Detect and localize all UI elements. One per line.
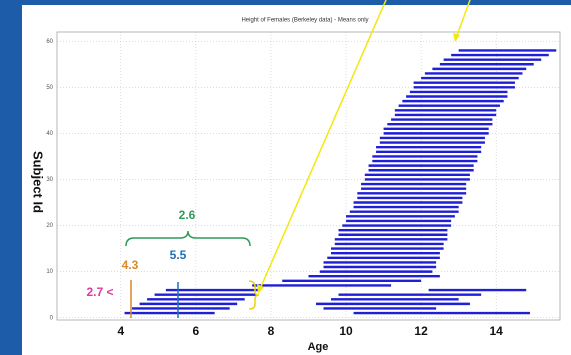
bars — [124, 49, 557, 315]
y-tick-label: 50 — [46, 85, 53, 91]
chart-title: Height of Females (Berkeley data) - Mean… — [241, 18, 368, 24]
y-tick-label: 10 — [46, 269, 53, 275]
x-axis-label: Age — [308, 341, 329, 353]
x-tick-label: 14 — [490, 324, 504, 338]
plot-frame — [56, 31, 561, 321]
y-tick-label: 20 — [46, 223, 53, 229]
y-tick-label: 40 — [46, 131, 53, 137]
arrow — [259, 0, 387, 290]
x-tick-label: 4 — [117, 324, 124, 338]
y-tick-label: 60 — [46, 39, 53, 45]
arrow — [455, 0, 471, 39]
x-tick-label: 8 — [268, 324, 275, 338]
x-tick-label: 12 — [414, 324, 428, 338]
annotation: 2.6 — [179, 208, 196, 222]
annotation: 5.5 — [170, 248, 187, 262]
annotation: 2.7 < — [86, 285, 113, 299]
arrow-head — [257, 284, 264, 294]
brace — [248, 280, 260, 310]
arrow-head — [453, 33, 460, 42]
x-tick-label: 10 — [339, 324, 353, 338]
y-tick-label: 30 — [46, 177, 53, 183]
y-axis-label: Subject Id — [31, 151, 46, 213]
annotation: 4.3 — [122, 258, 139, 272]
chart-background — [22, 5, 571, 355]
brace — [125, 230, 251, 247]
x-tick-label: 6 — [193, 324, 200, 338]
y-tick-label: 0 — [50, 315, 54, 321]
